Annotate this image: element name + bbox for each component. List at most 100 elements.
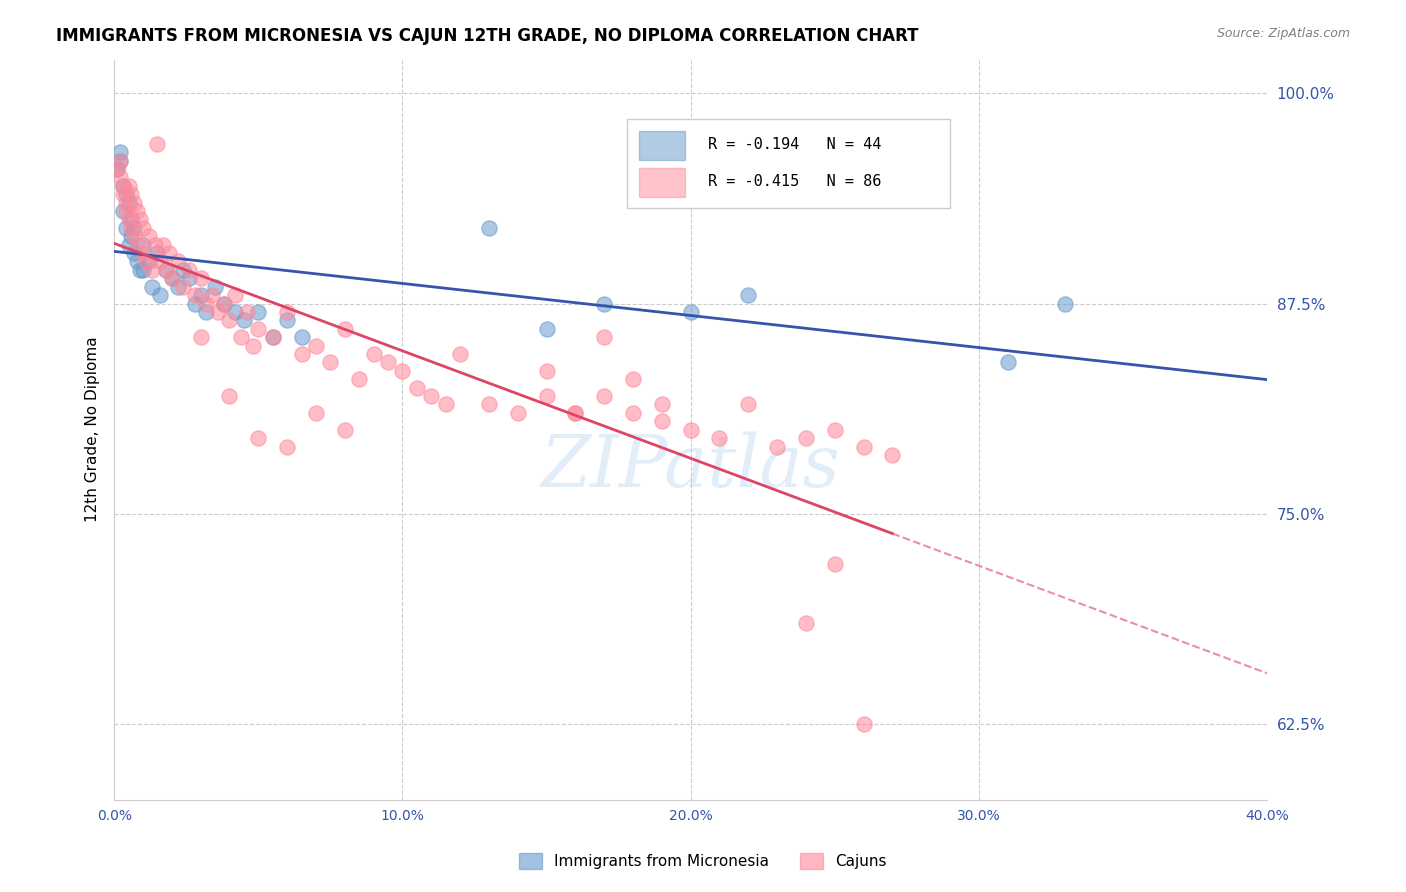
Point bbox=[794, 431, 817, 445]
Point bbox=[149, 288, 172, 302]
Text: Source: ZipAtlas.com: Source: ZipAtlas.com bbox=[1216, 27, 1350, 40]
Point bbox=[155, 263, 177, 277]
Point bbox=[132, 237, 155, 252]
Text: IMMIGRANTS FROM MICRONESIA VS CAJUN 12TH GRADE, NO DIPLOMA CORRELATION CHART: IMMIGRANTS FROM MICRONESIA VS CAJUN 12TH… bbox=[56, 27, 918, 45]
Point bbox=[405, 381, 427, 395]
Point bbox=[824, 558, 846, 572]
Point bbox=[333, 423, 356, 437]
Point bbox=[224, 305, 246, 319]
Point bbox=[111, 178, 134, 193]
Point bbox=[135, 254, 157, 268]
Point bbox=[114, 187, 136, 202]
Point bbox=[114, 204, 136, 219]
FancyBboxPatch shape bbox=[638, 131, 685, 160]
Point bbox=[333, 322, 356, 336]
Point bbox=[363, 347, 385, 361]
Point bbox=[184, 288, 207, 302]
Point bbox=[129, 212, 152, 227]
Point bbox=[105, 161, 128, 176]
Point bbox=[305, 338, 328, 352]
Point bbox=[108, 170, 131, 185]
Point bbox=[212, 296, 235, 310]
Legend: Immigrants from Micronesia, Cajuns: Immigrants from Micronesia, Cajuns bbox=[513, 847, 893, 875]
Point bbox=[166, 279, 188, 293]
Y-axis label: 12th Grade, No Diploma: 12th Grade, No Diploma bbox=[86, 337, 100, 523]
Point bbox=[132, 263, 155, 277]
Point bbox=[247, 431, 270, 445]
Point bbox=[478, 397, 501, 411]
Point bbox=[105, 161, 128, 176]
Point bbox=[160, 271, 183, 285]
Point bbox=[157, 246, 180, 260]
Point bbox=[564, 406, 586, 420]
Point bbox=[114, 220, 136, 235]
Point bbox=[149, 254, 172, 268]
Point bbox=[224, 288, 246, 302]
Point bbox=[127, 204, 149, 219]
Point bbox=[108, 153, 131, 168]
Point bbox=[117, 178, 139, 193]
Point bbox=[195, 296, 218, 310]
Point bbox=[121, 212, 143, 227]
Point bbox=[305, 406, 328, 420]
Point bbox=[121, 229, 143, 244]
Point bbox=[737, 288, 759, 302]
Point bbox=[218, 389, 240, 403]
Point bbox=[212, 296, 235, 310]
Point bbox=[536, 389, 558, 403]
Point bbox=[121, 220, 143, 235]
Point bbox=[138, 229, 160, 244]
Point bbox=[124, 195, 146, 210]
Point bbox=[593, 296, 616, 310]
Point bbox=[852, 717, 875, 731]
Text: R = -0.194   N = 44: R = -0.194 N = 44 bbox=[707, 137, 882, 153]
Point bbox=[449, 347, 471, 361]
Point bbox=[247, 305, 270, 319]
Point bbox=[478, 220, 501, 235]
Point bbox=[506, 406, 529, 420]
Point bbox=[737, 397, 759, 411]
Point bbox=[111, 204, 134, 219]
Point bbox=[204, 279, 226, 293]
Point bbox=[794, 616, 817, 631]
Point bbox=[621, 372, 644, 386]
Point bbox=[201, 288, 224, 302]
Point bbox=[247, 322, 270, 336]
Point bbox=[536, 322, 558, 336]
Point bbox=[1054, 296, 1077, 310]
Point bbox=[766, 440, 789, 454]
Point bbox=[127, 237, 149, 252]
Point bbox=[651, 414, 673, 428]
Point bbox=[160, 271, 183, 285]
Point bbox=[824, 423, 846, 437]
Point bbox=[138, 254, 160, 268]
Point bbox=[184, 296, 207, 310]
Point bbox=[121, 187, 143, 202]
Point bbox=[190, 271, 212, 285]
Point bbox=[276, 313, 298, 327]
FancyBboxPatch shape bbox=[638, 169, 685, 196]
Point bbox=[124, 220, 146, 235]
Point bbox=[679, 423, 702, 437]
Point bbox=[242, 338, 264, 352]
Text: R = -0.415   N = 86: R = -0.415 N = 86 bbox=[707, 174, 882, 189]
Text: ZIPatlas: ZIPatlas bbox=[541, 432, 841, 502]
Point bbox=[852, 440, 875, 454]
Point bbox=[117, 195, 139, 210]
Point bbox=[146, 246, 169, 260]
Point bbox=[290, 347, 312, 361]
Point bbox=[141, 263, 163, 277]
Point bbox=[114, 195, 136, 210]
FancyBboxPatch shape bbox=[627, 119, 950, 208]
Point bbox=[232, 313, 254, 327]
Point bbox=[347, 372, 370, 386]
Point bbox=[124, 229, 146, 244]
Point bbox=[195, 305, 218, 319]
Point bbox=[420, 389, 443, 403]
Point bbox=[127, 254, 149, 268]
Point bbox=[262, 330, 284, 344]
Point bbox=[229, 330, 252, 344]
Point bbox=[172, 263, 194, 277]
Point bbox=[129, 263, 152, 277]
Point bbox=[172, 279, 194, 293]
